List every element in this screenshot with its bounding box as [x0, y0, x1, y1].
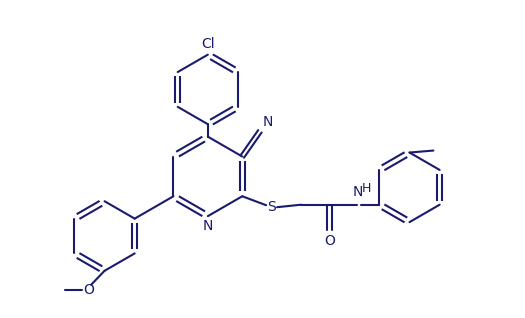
Text: Cl: Cl — [201, 37, 215, 51]
Text: N: N — [203, 219, 213, 233]
Text: N: N — [262, 115, 273, 129]
Text: O: O — [324, 233, 335, 247]
Text: N: N — [352, 185, 363, 199]
Text: O: O — [83, 283, 94, 297]
Text: H: H — [361, 182, 371, 195]
Text: S: S — [267, 200, 276, 214]
